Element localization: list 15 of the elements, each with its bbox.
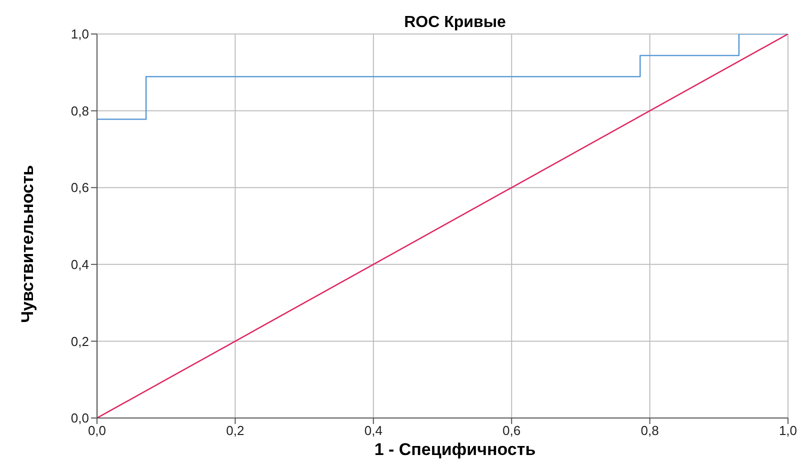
x-tick-label: 0,6 [502, 423, 521, 438]
x-tick-label: 0,4 [364, 423, 382, 438]
y-tick-label: 0,8 [70, 103, 89, 118]
y-tick-label: 0,4 [70, 257, 89, 272]
y-tick-label: 0,2 [70, 334, 89, 349]
x-tick-label: 0,2 [226, 423, 244, 438]
y-tick-label: 1,0 [70, 26, 89, 42]
y-tick-label: 0,0 [70, 410, 89, 426]
y-tick-label: 0,6 [70, 180, 89, 196]
x-axis-title: 1 - Специфичность [373, 440, 537, 460]
chart-title: ROC Кривые [403, 14, 507, 32]
x-tick-label: 0,0 [88, 423, 106, 438]
y-axis-title: Чувствительность [18, 165, 38, 323]
x-tick-label: 0,8 [640, 423, 659, 438]
x-tick-label: 1,0 [778, 423, 798, 438]
